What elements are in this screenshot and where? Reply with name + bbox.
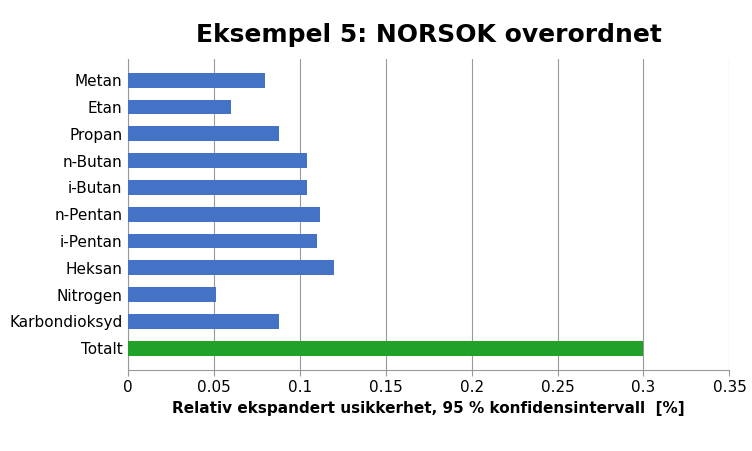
Title: Eksempel 5: NORSOK overordnet: Eksempel 5: NORSOK overordnet xyxy=(196,23,662,47)
Bar xyxy=(128,314,279,329)
Bar xyxy=(128,341,644,356)
Bar xyxy=(128,100,231,115)
Bar xyxy=(128,287,216,302)
Bar xyxy=(128,261,334,275)
Bar xyxy=(128,180,307,195)
Bar xyxy=(128,153,307,168)
Bar xyxy=(128,126,279,141)
Bar xyxy=(128,73,265,87)
Bar xyxy=(128,207,320,221)
X-axis label: Relativ ekspandert usikkerhet, 95 % konfidensintervall  [%]: Relativ ekspandert usikkerhet, 95 % konf… xyxy=(172,401,685,416)
Bar xyxy=(128,234,317,249)
